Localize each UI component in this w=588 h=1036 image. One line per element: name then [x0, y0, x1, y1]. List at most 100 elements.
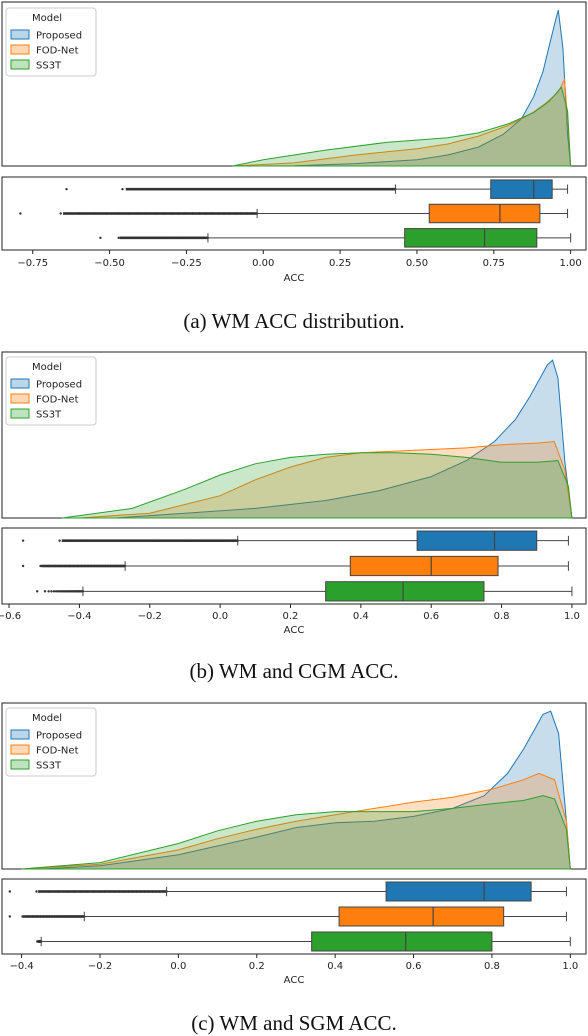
density-fod-net	[79, 440, 573, 519]
iqr-box	[404, 228, 538, 248]
legend-label-ss3t: SS3T	[36, 761, 62, 772]
density-fod-net	[232, 77, 572, 167]
caption-a: (a) WM ACC distribution.	[183, 309, 404, 333]
boxplot-proposed	[65, 179, 569, 199]
legend: Model Proposed FOD-Net SS3T	[5, 707, 97, 777]
iqr-box	[349, 555, 499, 577]
legend-label-proposed: Proposed	[36, 731, 82, 742]
x-tick-label: −0.4	[9, 961, 33, 972]
legend-label-fod-net: FOD-Net	[36, 746, 79, 757]
legend-swatch-ss3t	[10, 408, 30, 419]
outlier-point	[56, 590, 60, 593]
x-tick-label: 1.00	[559, 258, 581, 269]
panel-a: Model Proposed FOD-Net SS3T −0.75 −0.50 −0.25 0…	[1, 1, 587, 333]
outlier-point	[21, 915, 24, 918]
caption-b: (b) WM and CGM ACC.	[189, 659, 398, 683]
outlier-point	[58, 590, 62, 593]
x-tick-label: −0.4	[67, 611, 91, 622]
outlier-band	[23, 915, 85, 918]
legend-swatch-ss3t	[10, 759, 30, 770]
x-tick-label: 0.6	[423, 611, 439, 622]
legend-swatch-proposed	[10, 29, 30, 40]
legend-swatch-proposed	[10, 729, 30, 740]
x-tick-label: 0.6	[406, 961, 422, 972]
density-ss3t	[21, 795, 571, 870]
legend-label-ss3t: SS3T	[36, 61, 62, 72]
boxplot-fod-net	[21, 555, 569, 577]
outlier-band	[61, 539, 238, 542]
outlier-point	[65, 187, 68, 191]
outlier-point	[52, 590, 56, 593]
density-ss3t	[61, 452, 573, 519]
iqr-box	[428, 203, 541, 224]
caption-c: (c) WM and SGM ACC.	[191, 1011, 397, 1035]
legend-swatch-fod-net	[10, 393, 30, 404]
x-tick-label: 0.0	[170, 961, 186, 972]
density-proposed	[114, 359, 573, 519]
boxplot-proposed	[8, 881, 567, 902]
boxplot-fod-net	[8, 906, 567, 927]
x-tick-label: −0.50	[94, 258, 125, 269]
panel-c: Model Proposed FOD-Net SS3T −0.4 −0.2 0.0 0.2 0.…	[1, 702, 587, 1035]
density-proposed	[41, 710, 571, 870]
legend: Model Proposed FOD-Net SS3T	[5, 356, 97, 426]
iqr-box	[490, 179, 553, 199]
x-tick-label: −0.75	[17, 258, 48, 269]
outlier-point	[35, 890, 38, 893]
x-tick-label: −0.25	[171, 258, 202, 269]
x-tick-label: 0.50	[406, 258, 428, 269]
density-axes	[1, 702, 587, 870]
outlier-point	[21, 564, 25, 568]
outlier-band	[119, 236, 208, 240]
outlier-point	[39, 564, 42, 568]
outlier-point	[99, 236, 102, 240]
x-tick-label: 0.8	[494, 611, 510, 622]
outlier-point	[121, 187, 124, 191]
legend-swatch-fod-net	[10, 44, 30, 55]
outlier-point	[43, 590, 47, 593]
legend-label-proposed: Proposed	[36, 31, 82, 42]
legend-box	[5, 7, 97, 77]
legend-swatch-proposed	[10, 378, 30, 389]
legend-box	[5, 707, 97, 777]
density-fod-net	[21, 772, 571, 870]
x-tick-label: 0.2	[249, 961, 265, 972]
legend-label-ss3t: SS3T	[36, 410, 62, 421]
x-tick-label: −0.2	[88, 961, 112, 972]
legend-label-proposed: Proposed	[36, 380, 82, 391]
iqr-box	[385, 881, 532, 902]
x-tick-label: 0.25	[329, 258, 351, 269]
x-tick-label: −0.6	[0, 611, 21, 622]
legend-swatch-ss3t	[10, 59, 30, 70]
x-tick-label: 0.2	[283, 611, 299, 622]
boxplot-ss3t	[99, 228, 572, 248]
outlier-point	[36, 590, 39, 593]
iqr-box	[325, 581, 485, 602]
x-tick-label: 0.75	[483, 258, 505, 269]
boxplot-fod-net	[19, 203, 569, 224]
x-tick-label: 0.0	[212, 611, 228, 622]
legend-swatch-fod-net	[10, 744, 30, 755]
legend-title: Model	[32, 713, 62, 724]
legend-label-fod-net: FOD-Net	[36, 46, 79, 57]
x-tick-label: 0.4	[353, 611, 369, 622]
outlier-point	[117, 236, 120, 240]
outlier-point	[50, 590, 53, 593]
outlier-point	[58, 539, 61, 542]
legend-label-fod-net: FOD-Net	[36, 395, 79, 406]
boxplot-ss3t	[36, 931, 571, 952]
density-proposed	[247, 9, 572, 167]
density-ss3t	[232, 86, 572, 167]
x-tick-label: 1.0	[562, 961, 578, 972]
density-axes	[1, 1, 587, 167]
outlier-band	[41, 564, 126, 568]
x-axis-label: ACC	[284, 975, 305, 986]
legend-box	[5, 356, 97, 426]
outlier-point	[54, 590, 58, 593]
iqr-box	[416, 530, 538, 551]
boxplot-proposed	[21, 530, 569, 551]
panel-b: Model Proposed FOD-Net SS3T −0.6 −0.4 −0.2 0.0 0…	[0, 351, 587, 683]
x-axis-label: ACC	[284, 273, 305, 284]
legend-title: Model	[32, 362, 62, 373]
outlier-band	[125, 187, 396, 191]
